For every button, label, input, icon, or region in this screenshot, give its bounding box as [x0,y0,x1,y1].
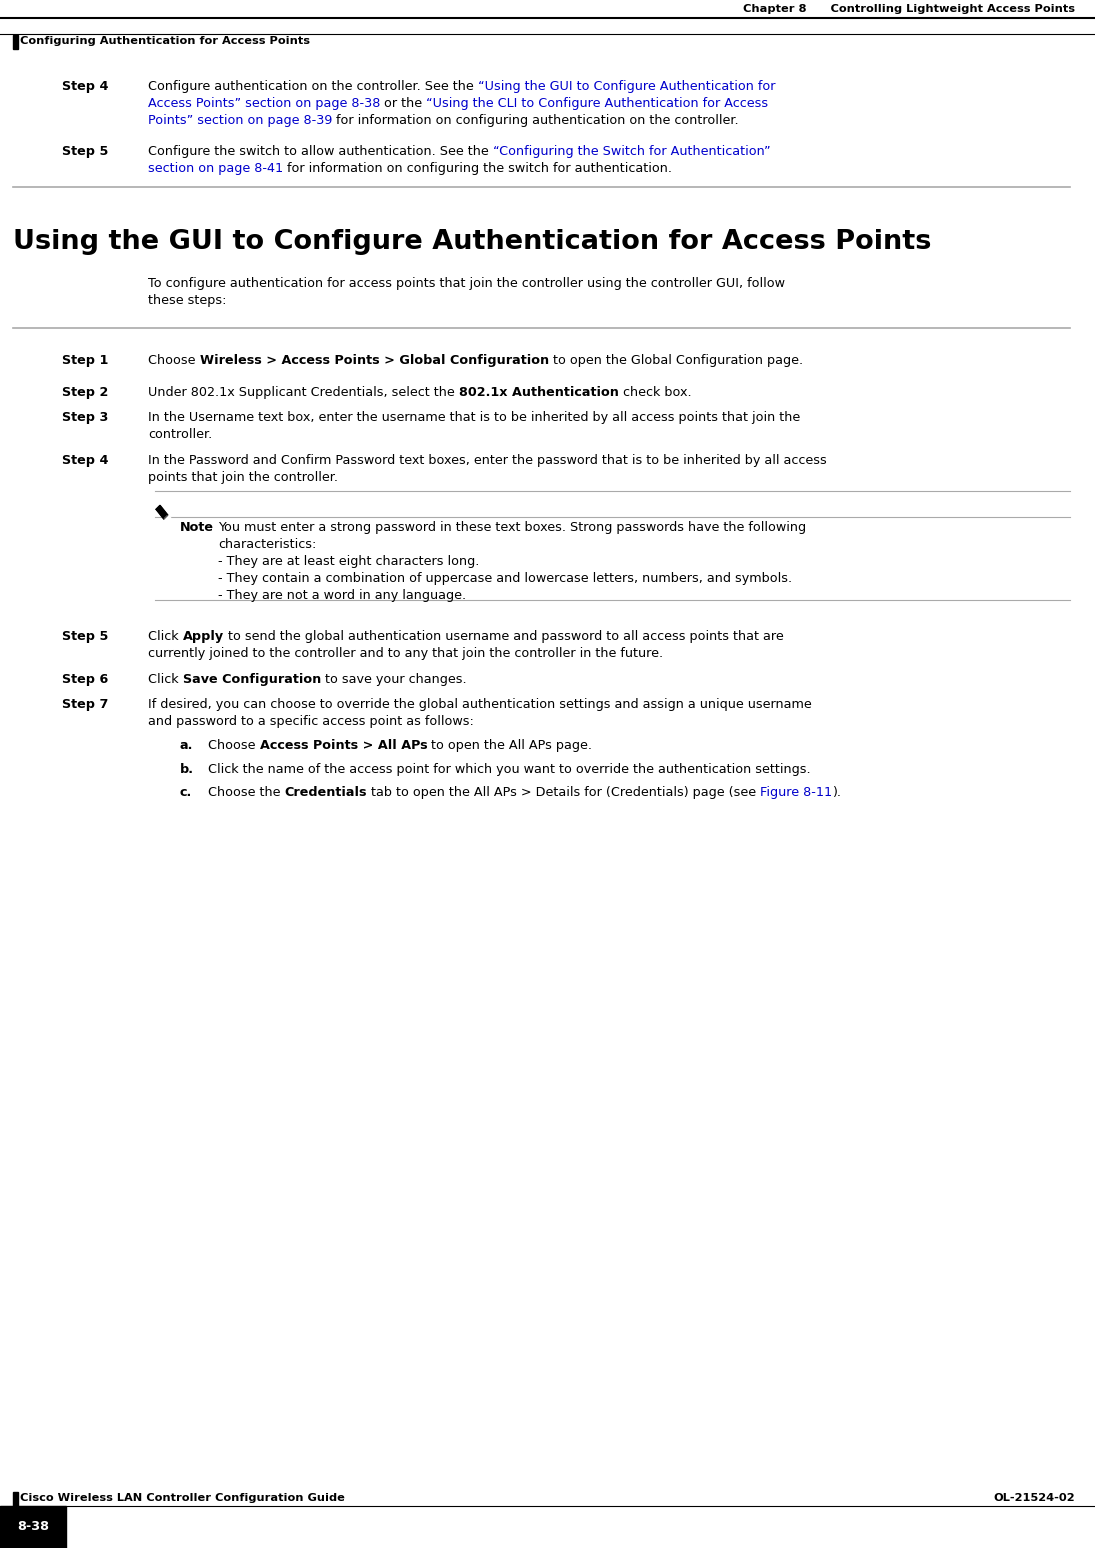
Text: Click the name of the access point for which you want to override the authentica: Click the name of the access point for w… [208,763,810,776]
Text: Choose: Choose [208,738,260,752]
Text: To configure authentication for access points that join the controller using the: To configure authentication for access p… [148,277,785,289]
Text: points that join the controller.: points that join the controller. [148,471,338,485]
Text: to save your changes.: to save your changes. [321,672,466,686]
Bar [0,1506,66,1548]
Text: Wireless > Access Points > Global Configuration: Wireless > Access Points > Global Config… [199,353,549,367]
Polygon shape [155,505,168,519]
Text: ).: ). [832,786,841,799]
Text: Step 4: Step 4 [62,80,108,93]
Text: tab to open the All APs > Details for (Credentials) page (see: tab to open the All APs > Details for (C… [367,786,760,799]
Text: If desired, you can choose to override the global authentication settings and as: If desired, you can choose to override t… [148,698,811,711]
Text: characteristics:: characteristics: [218,539,316,551]
Text: OL-21524-02: OL-21524-02 [993,1492,1075,1503]
Text: Points” section on page 8-39: Points” section on page 8-39 [148,115,333,127]
Text: - They are not a word in any language.: - They are not a word in any language. [218,590,466,602]
Text: Note: Note [180,522,214,534]
Text: check box.: check box. [619,385,691,399]
Text: Apply: Apply [183,630,223,642]
Text: Step 7: Step 7 [62,698,108,711]
Text: Chapter 8      Controlling Lightweight Access Points: Chapter 8 Controlling Lightweight Access… [744,5,1075,14]
Text: b.: b. [180,763,194,776]
Text: and password to a specific access point as follows:: and password to a specific access point … [148,715,474,728]
Text: Choose: Choose [148,353,199,367]
Text: Credentials: Credentials [285,786,367,799]
Text: Step 5: Step 5 [62,144,108,158]
Text: Configure authentication on the controller. See the: Configure authentication on the controll… [148,80,477,93]
Text: Step 5: Step 5 [62,630,108,642]
Text: Access Points > All APs: Access Points > All APs [260,738,427,752]
Text: Click: Click [148,672,183,686]
Text: - They contain a combination of uppercase and lowercase letters, numbers, and sy: - They contain a combination of uppercas… [218,573,792,585]
Text: section on page 8-41: section on page 8-41 [148,161,284,175]
Text: currently joined to the controller and to any that join the controller in the fu: currently joined to the controller and t… [148,647,664,659]
Text: Step 1: Step 1 [62,353,108,367]
Text: 802.1x Authentication: 802.1x Authentication [459,385,619,399]
Text: Under 802.1x Supplicant Credentials, select the: Under 802.1x Supplicant Credentials, sel… [148,385,459,399]
Text: “Configuring the Switch for Authentication”: “Configuring the Switch for Authenticati… [493,144,771,158]
Text: Cisco Wireless LAN Controller Configuration Guide: Cisco Wireless LAN Controller Configurat… [20,1492,345,1503]
Text: You must enter a strong password in these text boxes. Strong passwords have the : You must enter a strong password in thes… [218,522,806,534]
Text: Configure the switch to allow authentication. See the: Configure the switch to allow authentica… [148,144,493,158]
Text: or the: or the [380,98,426,110]
Text: “Using the CLI to Configure Authentication for Access: “Using the CLI to Configure Authenticati… [426,98,769,110]
Polygon shape [164,515,171,519]
Text: Click: Click [148,630,183,642]
Text: In the Username text box, enter the username that is to be inherited by all acce: In the Username text box, enter the user… [148,412,800,424]
Text: “Using the GUI to Configure Authentication for: “Using the GUI to Configure Authenticati… [477,80,775,93]
Text: for information on configuring the switch for authentication.: for information on configuring the switc… [284,161,672,175]
Bar [13,1492,18,1506]
Text: to send the global authentication username and password to all access points tha: to send the global authentication userna… [223,630,784,642]
Text: a.: a. [180,738,194,752]
Text: 8-38: 8-38 [18,1520,49,1534]
Text: controller.: controller. [148,429,212,441]
Text: Step 4: Step 4 [62,454,108,467]
Text: these steps:: these steps: [148,294,227,307]
Text: for information on configuring authentication on the controller.: for information on configuring authentic… [333,115,739,127]
Text: Step 3: Step 3 [62,412,108,424]
Text: Configuring Authentication for Access Points: Configuring Authentication for Access Po… [20,36,310,46]
Text: Save Configuration: Save Configuration [183,672,321,686]
Bar [13,36,18,50]
Text: Step 6: Step 6 [62,672,108,686]
Text: Step 2: Step 2 [62,385,108,399]
Text: In the Password and Confirm Password text boxes, enter the password that is to b: In the Password and Confirm Password tex… [148,454,827,467]
Text: Choose the: Choose the [208,786,285,799]
Text: Figure 8-11: Figure 8-11 [760,786,832,799]
Text: Access Points” section on page 8-38: Access Points” section on page 8-38 [148,98,380,110]
Text: to open the Global Configuration page.: to open the Global Configuration page. [549,353,803,367]
Text: c.: c. [180,786,193,799]
Text: to open the All APs page.: to open the All APs page. [427,738,592,752]
Text: - They are at least eight characters long.: - They are at least eight characters lon… [218,556,480,568]
Text: Using the GUI to Configure Authentication for Access Points: Using the GUI to Configure Authenticatio… [13,229,932,255]
